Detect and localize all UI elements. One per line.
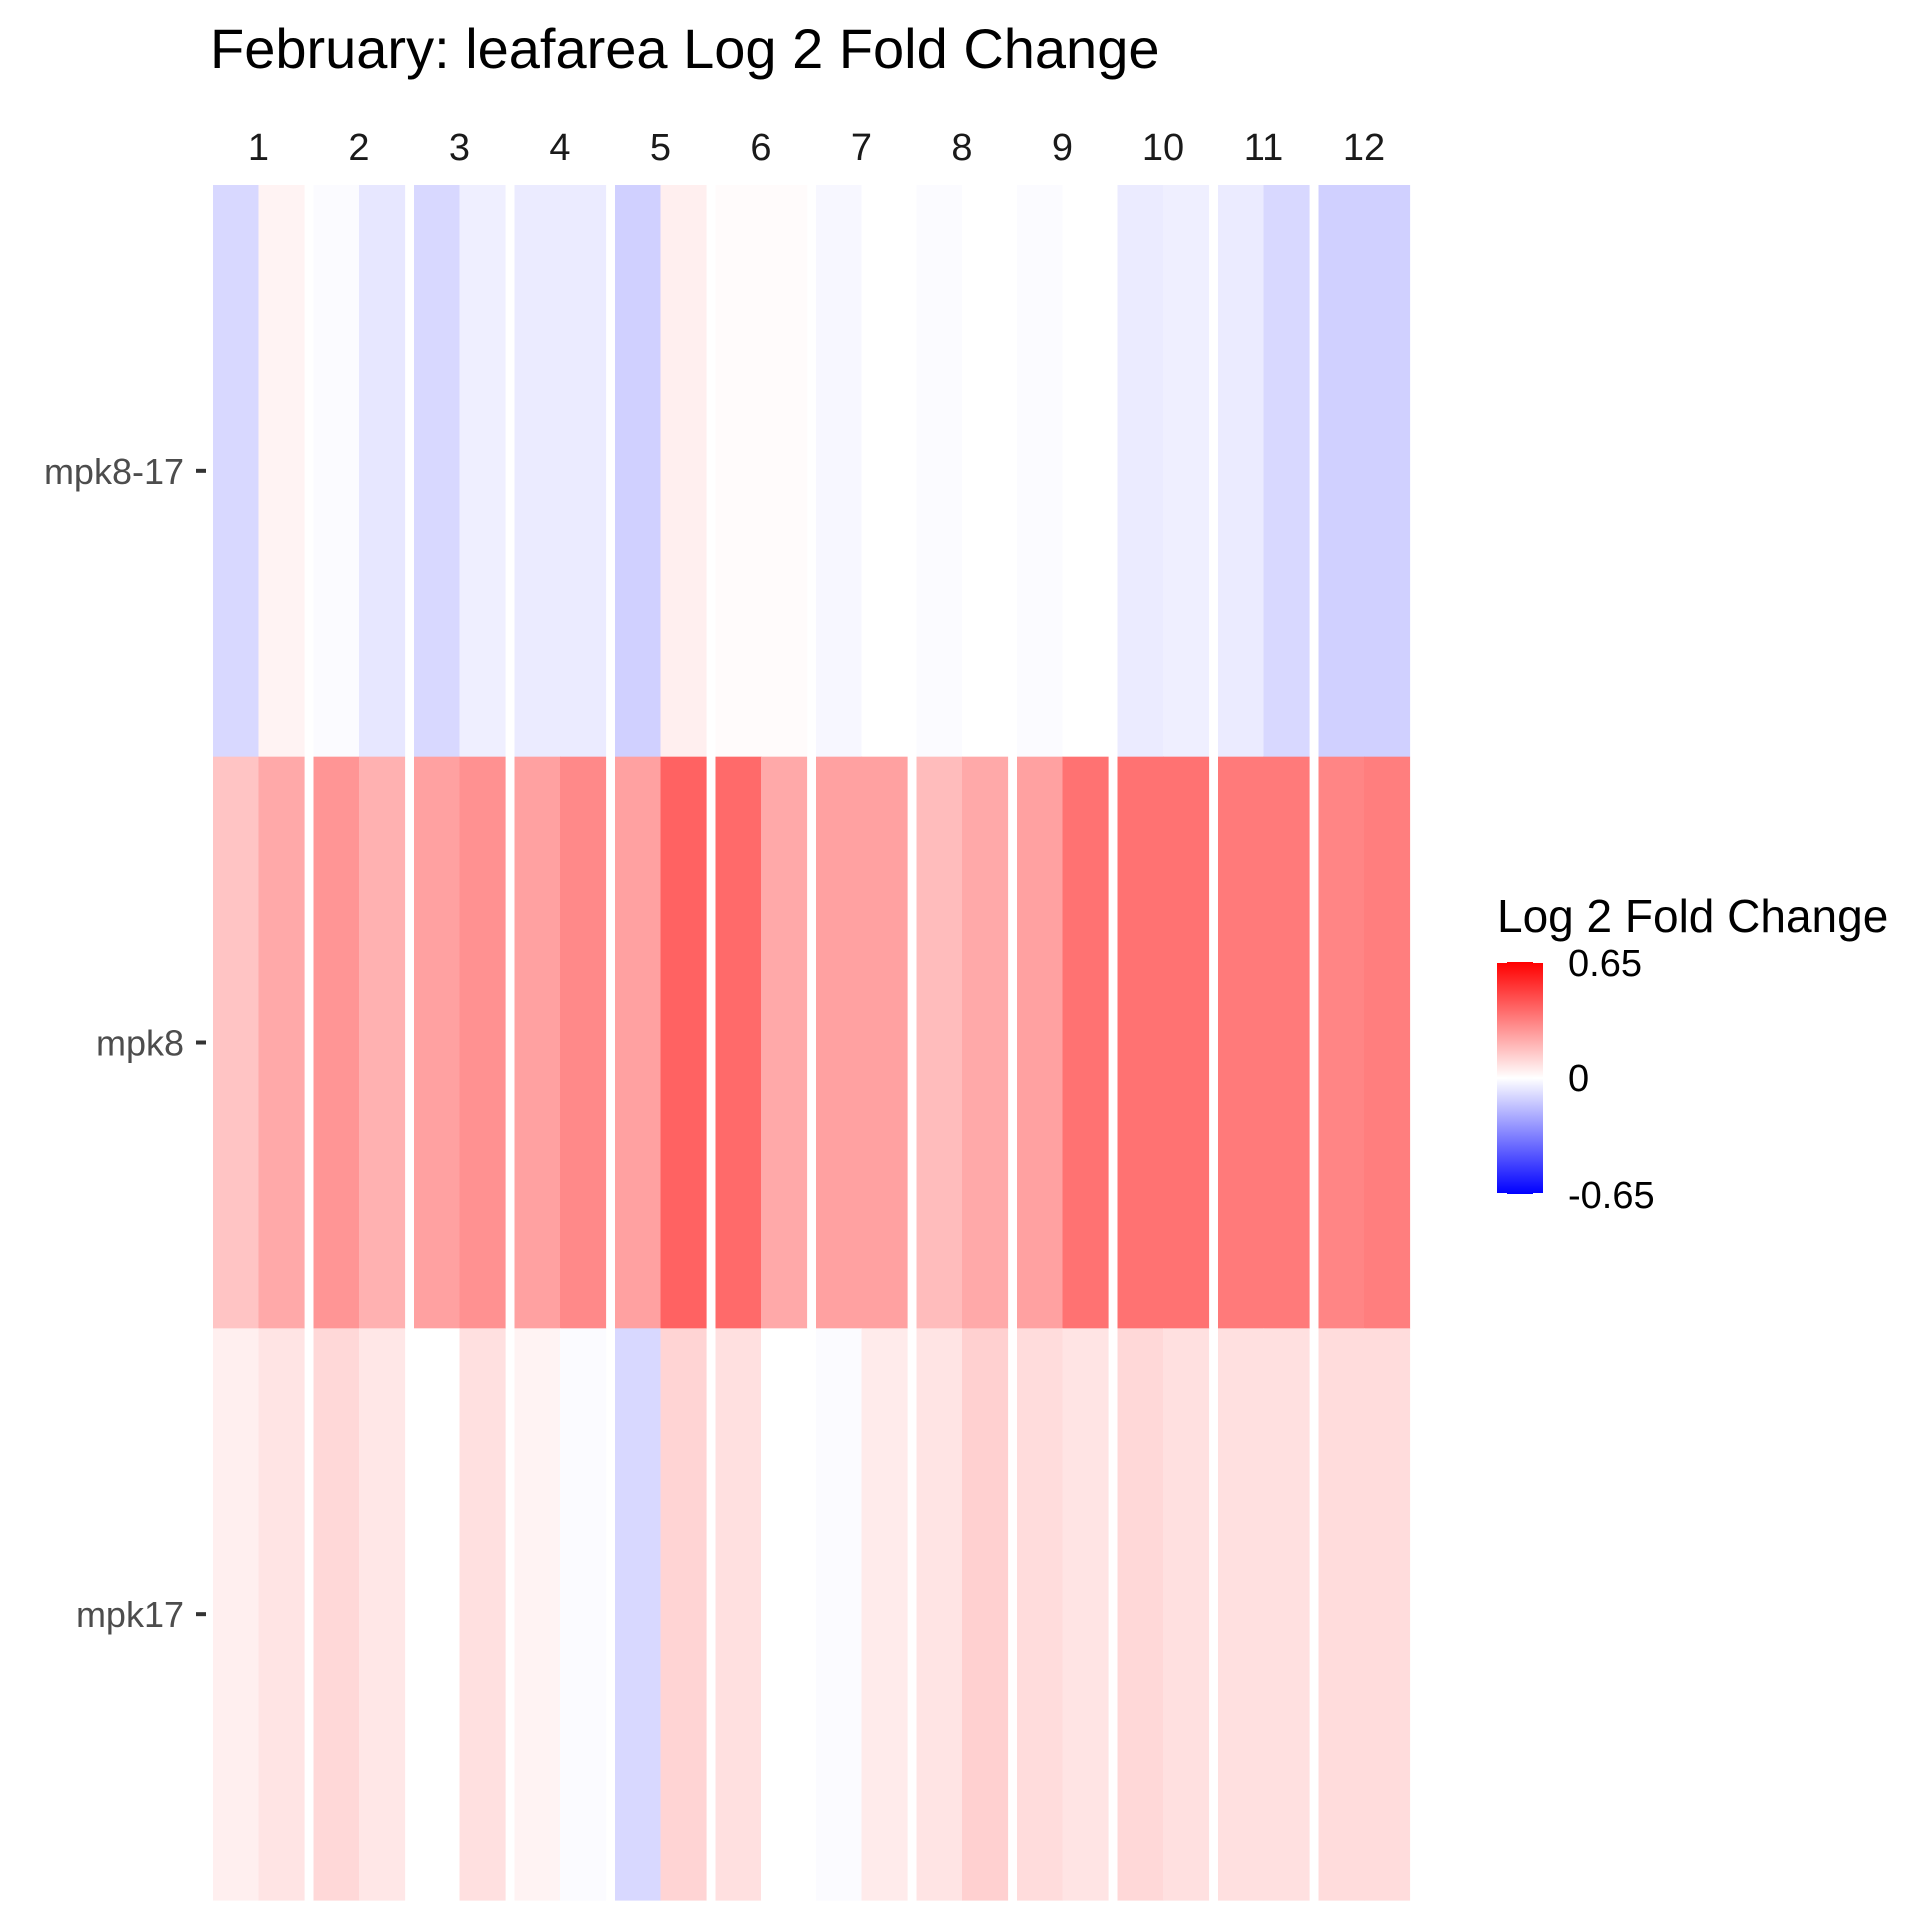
chart-title: February: leafarea Log 2 Fold Change — [210, 17, 1159, 80]
heatmap-cell — [761, 756, 808, 1329]
legend-ticks: 0.65 0 -0.65 — [1497, 943, 1655, 1217]
heatmap-cell — [1218, 756, 1265, 1329]
column-label: 3 — [449, 127, 470, 169]
column-label: 6 — [750, 127, 771, 169]
heatmap-cell — [1263, 1328, 1310, 1901]
heatmap-cell — [861, 1328, 908, 1901]
heatmap-cell — [1017, 185, 1064, 758]
heatmap-cell — [1117, 1328, 1164, 1901]
heatmap-cell — [213, 1328, 260, 1901]
heatmap-cell — [962, 756, 1009, 1329]
heatmap-cell — [1117, 185, 1164, 758]
heatmap-cell — [1163, 1328, 1210, 1901]
heatmap-cell — [213, 756, 260, 1329]
heatmap-cell — [660, 1328, 707, 1901]
heatmap-cell — [359, 756, 406, 1329]
heatmap-cell — [459, 1328, 506, 1901]
heatmap-cell — [715, 185, 762, 758]
heatmap-cell — [1318, 756, 1365, 1329]
heatmap-cell — [1163, 185, 1210, 758]
legend-title: Log 2 Fold Change — [1497, 890, 1888, 942]
column-label: 2 — [348, 127, 369, 169]
heatmap-cell — [313, 185, 360, 758]
heatmap-cell — [414, 1328, 461, 1901]
column-label: 12 — [1343, 127, 1385, 169]
heatmap-cell — [213, 185, 260, 758]
heatmap-cell — [916, 756, 963, 1329]
heatmap-cell — [1364, 185, 1411, 758]
legend-tick-label: 0.65 — [1568, 943, 1642, 985]
heatmap-cell — [615, 1328, 662, 1901]
heatmap-cell — [414, 756, 461, 1329]
heatmap-cell — [615, 756, 662, 1329]
column-label: 1 — [248, 127, 269, 169]
column-labels: 1 2 3 4 5 6 7 8 9 10 11 12 — [248, 127, 1385, 169]
heatmap-cell — [1163, 756, 1210, 1329]
heatmap-cell — [359, 1328, 406, 1901]
heatmap-cell — [816, 185, 863, 758]
heatmap-cell — [359, 185, 406, 758]
column-label: 10 — [1142, 127, 1184, 169]
heatmap-cell — [816, 1328, 863, 1901]
heatmap-cell — [258, 756, 305, 1329]
heatmap-cell — [1318, 185, 1365, 758]
heatmap-cell — [715, 1328, 762, 1901]
legend-tick-label: 0 — [1568, 1058, 1589, 1100]
heatmap-cell — [258, 1328, 305, 1901]
heatmap-cell — [1364, 756, 1411, 1329]
heatmap-cell — [459, 185, 506, 758]
heatmap-cell — [761, 1328, 808, 1901]
heatmap-cell — [258, 185, 305, 758]
heatmap-cell — [660, 756, 707, 1329]
heatmap-cell — [1364, 1328, 1411, 1901]
heatmap-cell — [414, 185, 461, 758]
heatmap-cell — [514, 756, 561, 1329]
row-label: mpk17 — [76, 1594, 184, 1635]
heatmap-cell — [1017, 1328, 1064, 1901]
heatmap-cell — [715, 756, 762, 1329]
heatmap-cell — [816, 756, 863, 1329]
column-label: 11 — [1244, 127, 1283, 169]
heatmap-cell — [861, 756, 908, 1329]
heatmap-cell — [514, 185, 561, 758]
heatmap-cell — [1318, 1328, 1365, 1901]
heatmap-cell — [1218, 1328, 1265, 1901]
heatmap-cell — [560, 1328, 607, 1901]
heatmap-cell — [1062, 756, 1109, 1329]
heatmap-cell — [916, 1328, 963, 1901]
color-legend: Log 2 Fold Change 0.65 0 -0.65 — [1497, 890, 1888, 1217]
heatmap-cell — [1017, 756, 1064, 1329]
heatmap-cell — [916, 185, 963, 758]
heatmap-cell — [1263, 756, 1310, 1329]
heatmap-cell — [560, 185, 607, 758]
row-label: mpk8 — [96, 1023, 184, 1064]
heatmap-cell — [313, 756, 360, 1329]
heatmap-cell — [660, 185, 707, 758]
heatmap-cell — [1263, 185, 1310, 758]
legend-tick-label: -0.65 — [1568, 1175, 1655, 1217]
heatmap-cell — [514, 1328, 561, 1901]
heatmap-cell — [1062, 185, 1109, 758]
heatmap-cells — [213, 185, 1411, 1901]
heatmap-cell — [615, 185, 662, 758]
row-label: mpk8-17 — [44, 451, 184, 492]
column-label: 5 — [650, 127, 671, 169]
row-labels: mpk8-17 mpk8 mpk17 — [44, 451, 206, 1635]
heatmap-cell — [861, 185, 908, 758]
heatmap-cell — [1218, 185, 1265, 758]
column-label: 9 — [1052, 127, 1073, 169]
column-label: 4 — [549, 127, 570, 169]
heatmap-cell — [1062, 1328, 1109, 1901]
heatmap-cell — [459, 756, 506, 1329]
heatmap-cell — [1117, 756, 1164, 1329]
heatmap-cell — [313, 1328, 360, 1901]
column-label: 7 — [851, 127, 872, 169]
heatmap-cell — [962, 185, 1009, 758]
heatmap-cell — [962, 1328, 1009, 1901]
heatmap-cell — [761, 185, 808, 758]
column-label: 8 — [951, 127, 972, 169]
heatmap-cell — [560, 756, 607, 1329]
